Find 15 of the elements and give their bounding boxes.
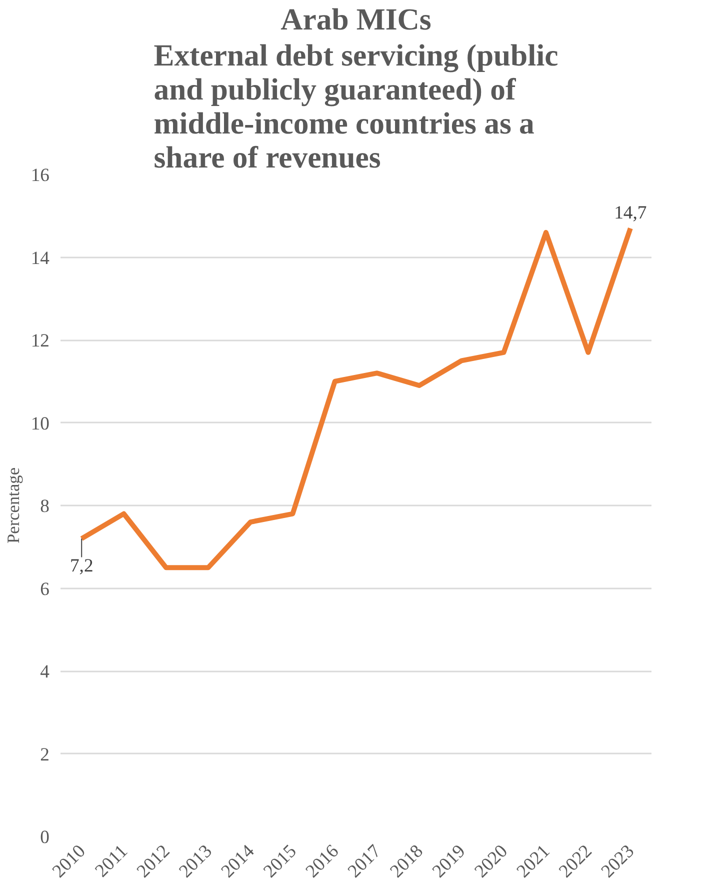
data-label: 14,7 xyxy=(614,202,647,224)
y-tick-label: 14 xyxy=(30,248,50,269)
y-tick-label: 10 xyxy=(30,413,50,434)
y-tick-label: 8 xyxy=(40,496,50,517)
y-axis-title: Percentage xyxy=(4,467,23,544)
x-tick-label: 2011 xyxy=(91,840,132,882)
y-tick-label: 0 xyxy=(40,827,50,848)
y-tick-label: 12 xyxy=(30,330,50,352)
data-label: 7,2 xyxy=(70,556,94,577)
y-tick-label: 16 xyxy=(30,165,50,186)
y-tick-label: 2 xyxy=(40,744,50,766)
y-tick-label: 4 xyxy=(40,662,50,682)
y-tick-label: 6 xyxy=(40,578,50,600)
chart-subtitle: External debt servicing (public and publicly guaranteed) of middle-income countries as a share of revenues xyxy=(154,38,558,174)
chart-title: Arab MICs xyxy=(280,2,432,36)
